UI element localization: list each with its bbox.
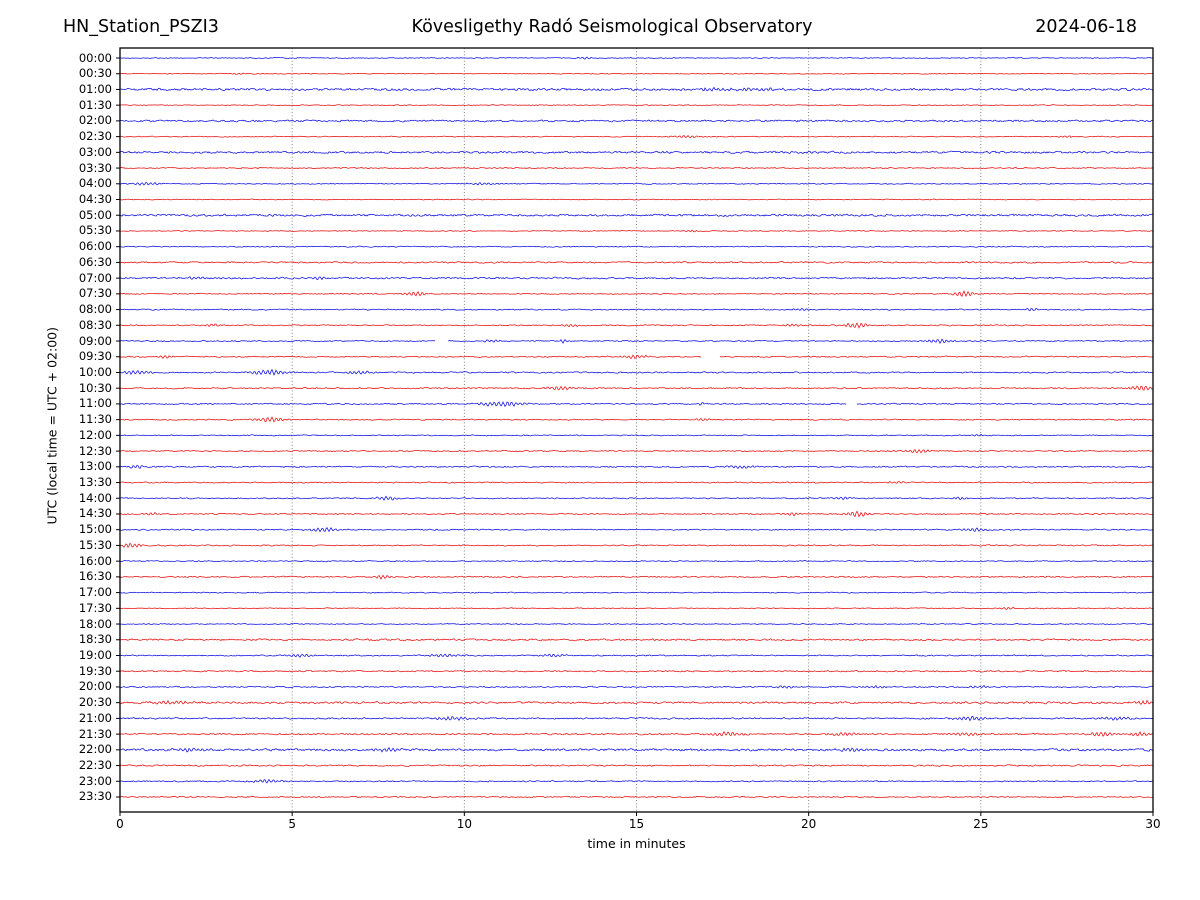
y-tick-label: 00:00 xyxy=(78,50,112,65)
y-tick-label: 21:00 xyxy=(78,710,112,725)
x-tick-label: 10 xyxy=(456,817,472,831)
y-tick-label: 10:30 xyxy=(78,380,112,395)
y-tick-label: 05:30 xyxy=(78,223,112,238)
y-tick-label: 09:30 xyxy=(78,349,112,364)
y-tick-label: 12:30 xyxy=(78,443,112,458)
y-tick-label: 06:30 xyxy=(78,254,112,269)
y-tick-label: 11:30 xyxy=(78,412,112,427)
y-tick-label: 01:30 xyxy=(78,97,112,112)
y-tick-label: 06:00 xyxy=(78,239,112,254)
x-tick-label: 5 xyxy=(288,817,296,831)
y-tick-label: 17:00 xyxy=(78,585,112,600)
y-tick-label: 18:00 xyxy=(78,616,112,631)
y-tick-label: 17:30 xyxy=(78,600,112,615)
date-title: 2024-06-18 xyxy=(1035,17,1137,37)
y-tick-label: 20:30 xyxy=(78,695,112,710)
y-tick-label: 04:30 xyxy=(78,192,112,206)
y-tick-label: 15:30 xyxy=(78,537,112,552)
x-tick-label: 25 xyxy=(973,817,989,831)
y-tick-label: 20:00 xyxy=(78,679,112,694)
y-tick-label: 23:30 xyxy=(78,789,112,804)
y-tick-label: 13:00 xyxy=(78,459,112,474)
y-tick-label: 04:00 xyxy=(78,176,112,191)
y-tick-label: 08:00 xyxy=(78,302,112,317)
y-tick-label: 22:30 xyxy=(78,758,112,773)
y-tick-label: 16:00 xyxy=(78,553,112,568)
y-tick-label: 07:00 xyxy=(78,270,112,285)
x-tick-label: 0 xyxy=(116,817,124,831)
y-tick-label: 09:00 xyxy=(78,333,112,348)
y-tick-label: 02:00 xyxy=(78,113,112,128)
y-tick-label: 13:30 xyxy=(78,475,112,490)
x-tick-label: 20 xyxy=(801,817,817,831)
y-tick-label: 00:30 xyxy=(78,66,112,81)
x-tick-label: 30 xyxy=(1145,817,1161,831)
y-tick-label: 15:00 xyxy=(78,522,112,537)
y-tick-label: 11:00 xyxy=(78,396,112,411)
y-tick-label: 14:30 xyxy=(78,506,112,521)
y-tick-label: 07:30 xyxy=(78,286,112,301)
y-tick-label: 12:00 xyxy=(78,427,112,442)
observatory-title: Kövesligethy Radó Seismological Observat… xyxy=(411,17,813,37)
y-tick-label: 16:30 xyxy=(78,569,112,584)
y-tick-label: 08:30 xyxy=(78,317,112,332)
y-tick-label: 23:00 xyxy=(78,773,112,788)
y-tick-label: 05:00 xyxy=(78,207,112,222)
station-title: HN_Station_PSZI3 xyxy=(63,17,219,37)
x-tick-label: 15 xyxy=(628,817,645,831)
y-tick-label: 19:00 xyxy=(78,647,112,662)
y-tick-label: 14:00 xyxy=(78,490,112,505)
y-tick-label: 18:30 xyxy=(78,632,112,647)
y-tick-label: 03:30 xyxy=(78,160,112,175)
y-tick-label: 19:30 xyxy=(78,663,112,678)
y-tick-label: 03:00 xyxy=(78,144,112,159)
y-tick-label: 10:00 xyxy=(78,364,112,379)
y-tick-label: 22:00 xyxy=(78,742,112,757)
y-tick-label: 01:00 xyxy=(78,81,112,96)
y-tick-label: 02:30 xyxy=(78,129,112,144)
x-axis-label: time in minutes xyxy=(587,836,686,851)
y-tick-label: 21:30 xyxy=(78,726,112,741)
